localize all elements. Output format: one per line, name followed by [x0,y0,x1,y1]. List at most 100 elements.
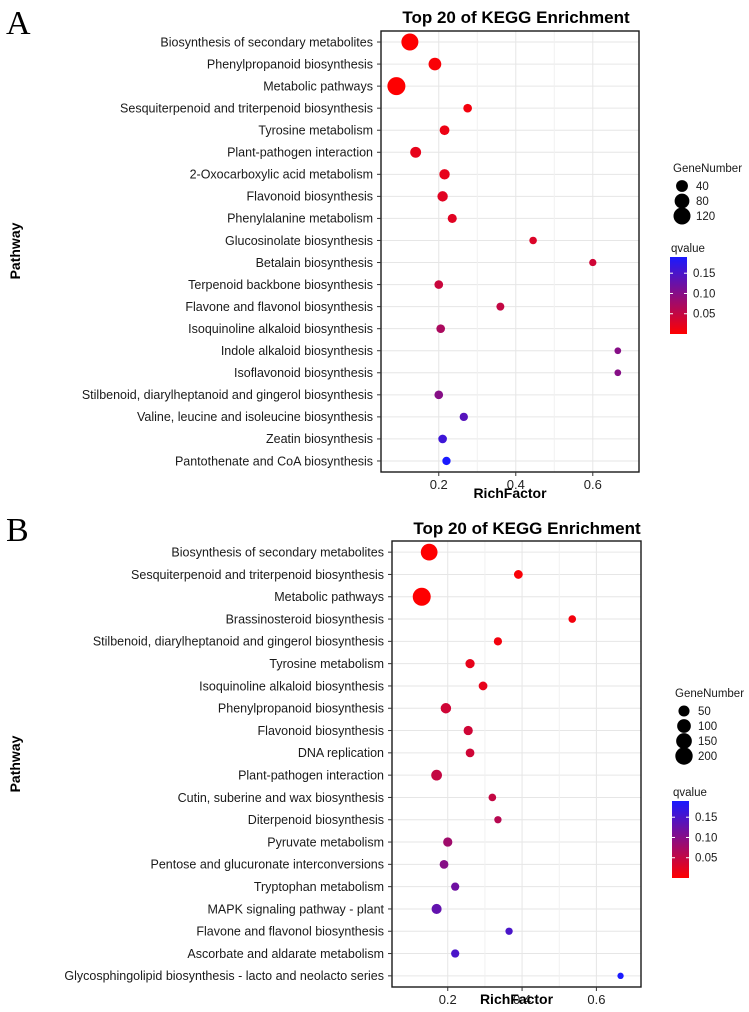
data-point [434,280,444,289]
data-point [617,972,624,980]
y-tick-label: MAPK signaling pathway - plant [208,902,385,916]
y-tick-label: Ascorbate and aldarate metabolism [187,947,384,961]
color-legend-label: 0.10 [693,288,715,300]
y-tick-label: Flavonoid biosynthesis [247,190,373,204]
color-legend-label: 0.15 [695,812,717,824]
y-tick-label: Sesquiterpenoid and triterpenoid biosynt… [131,568,384,582]
y-tick-label: Tyrosine metabolism [258,124,373,138]
data-point [434,390,444,400]
y-tick-label: Terpenoid backbone biosynthesis [188,278,373,292]
y-tick-label: Isoflavonoid biosynthesis [234,366,373,380]
data-point [439,125,450,136]
data-point [428,57,442,71]
data-point [439,859,449,869]
panel-a: A Top 20 of KEGG Enrichment Biosynthesis o… [6,5,742,501]
y-axis-title: Pathway [7,735,23,792]
plot-background [381,31,639,472]
y-tick-label: Biosynthesis of secondary metabolites [171,545,384,559]
size-legend-key [675,747,693,765]
chart-title: Top 20 of KEGG Enrichment [413,519,641,538]
y-tick-label: Metabolic pathways [263,79,373,93]
y-tick-label: Pantothenate and CoA biosynthesis [175,454,373,468]
data-point [496,302,505,311]
color-legend-title: qvalue [673,787,707,799]
size-legend-label: 100 [698,721,717,733]
y-tick-label: Pyruvate metabolism [267,835,384,849]
panel-b: B Top 20 of KEGG Enrichment Biosynthesis o… [6,512,744,1007]
size-legend-key [674,193,690,209]
y-tick-label: Phenylalanine metabolism [227,212,373,226]
data-point [465,659,475,669]
data-point [513,570,523,579]
x-axis-title: RichFactor [473,485,547,501]
y-tick-label: Cutin, suberine and wax biosynthesis [178,791,384,805]
y-tick-label: Isoquinoline alkaloid biosynthesis [199,679,384,693]
y-tick-label: Plant-pathogen interaction [238,768,384,782]
data-point [568,615,577,623]
data-point [589,258,597,267]
data-point [412,587,431,606]
size-legend-key [676,180,688,192]
data-point [488,793,497,802]
data-point [437,191,448,202]
chart-title: Top 20 of KEGG Enrichment [402,8,630,27]
x-tick-label: 0.2 [439,992,457,1007]
y-tick-label: Sesquiterpenoid and triterpenoid biosynt… [120,101,373,115]
size-legend-title: GeneNumber [675,688,744,700]
y-axis-title: Pathway [7,222,23,279]
y-tick-label: Indole alkaloid biosynthesis [221,344,373,358]
panel-letter: A [6,5,31,42]
y-tick-label: Tryptophan metabolism [254,880,384,894]
y-tick-label: Zeatin biosynthesis [266,432,373,446]
color-legend-bar [672,801,689,878]
data-point [459,412,468,422]
data-point [443,837,453,847]
data-point [451,949,460,958]
data-point [436,324,446,334]
data-point [410,146,422,158]
y-tick-label: Diterpenoid biosynthesis [248,813,384,827]
data-point [401,33,419,51]
size-legend-label: 40 [696,181,709,193]
y-tick-label: Valine, leucine and isoleucine biosynthe… [137,410,373,424]
y-tick-label: Brassinosteroid biosynthesis [226,612,384,626]
size-legend-label: 150 [698,736,717,748]
y-tick-label: Flavone and flavonol biosynthesis [196,925,384,939]
data-point [440,703,452,714]
plot-border [380,30,640,473]
x-tick-label: 0.4 [513,992,531,1007]
y-tick-label: Betalain biosynthesis [256,256,373,270]
y-tick-label: Biosynthesis of secondary metabolites [160,35,373,49]
size-legend-label: 80 [696,196,709,208]
panel-letter: B [6,512,29,549]
data-point [614,369,622,377]
data-point [493,637,503,646]
data-point [465,748,475,758]
data-point [451,882,460,891]
data-point [442,456,451,466]
data-point [614,347,622,355]
color-legend-label: 0.10 [695,832,717,844]
size-legend-key [677,719,691,733]
y-tick-label: Plant-pathogen interaction [227,146,373,160]
data-point [447,213,457,223]
data-point [478,681,488,691]
data-point [438,434,447,444]
data-point [439,169,450,180]
y-tick-label: Pentose and glucuronate interconversions [151,858,384,872]
color-legend-label: 0.05 [695,853,717,865]
y-tick-label: Flavone and flavonol biosynthesis [185,300,373,314]
color-legend-label: 0.05 [693,309,715,321]
plot-background [392,541,641,987]
data-point [494,816,502,824]
plot-border [391,540,642,988]
color-legend-label: 0.15 [693,268,715,280]
x-tick-label: 0.6 [587,992,605,1007]
y-tick-label: Tyrosine metabolism [269,657,384,671]
size-legend-label: 120 [696,211,715,223]
color-legend-title: qvalue [671,243,705,255]
data-point [420,543,438,561]
y-tick-label: 2-Oxocarboxylic acid metabolism [190,168,373,182]
y-tick-label: Glucosinolate biosynthesis [225,234,373,248]
